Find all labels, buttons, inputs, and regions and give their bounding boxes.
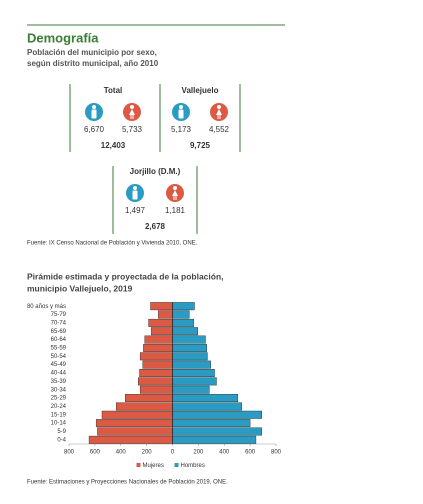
bar bbox=[172, 360, 211, 369]
x-tick-label: 800 bbox=[271, 450, 282, 456]
legend-label: Hombres bbox=[181, 463, 205, 469]
district-name: Vallejuelo bbox=[182, 86, 219, 95]
y-tick-label: 80 años y más bbox=[27, 304, 66, 310]
x-tick-label: 600 bbox=[245, 450, 256, 456]
source: Fuente: IX Censo Nacional de Población y… bbox=[27, 241, 198, 247]
bar bbox=[144, 335, 173, 344]
chart-title: municipio Vallejuelo, 2019 bbox=[27, 283, 133, 293]
x-tick-label: 400 bbox=[116, 450, 127, 456]
hombres-count: 6,670 bbox=[84, 125, 105, 134]
bar bbox=[139, 352, 173, 361]
y-tick-label: 35-39 bbox=[51, 379, 67, 385]
y-tick-label: 70-74 bbox=[51, 320, 67, 326]
y-tick-label: 15-19 bbox=[51, 412, 67, 418]
bar bbox=[158, 310, 173, 319]
y-tick-label: 10-14 bbox=[51, 421, 67, 427]
y-tick-label: 25-29 bbox=[51, 396, 67, 402]
bar bbox=[150, 302, 173, 311]
icon-body bbox=[216, 109, 222, 119]
bar bbox=[172, 394, 239, 403]
y-tick-label: 40-44 bbox=[51, 371, 67, 377]
subtitle: según distrito municipal, año 2010 bbox=[27, 59, 159, 68]
bar bbox=[148, 318, 173, 327]
district-total: 9,725 bbox=[190, 141, 211, 150]
icon-body bbox=[132, 190, 138, 200]
y-tick-label: 55-59 bbox=[51, 346, 67, 352]
icon-head bbox=[217, 105, 221, 109]
bar bbox=[172, 335, 206, 344]
chart-title: Pirámide estimada y proyectada de la pob… bbox=[27, 271, 224, 281]
x-tick-label: 400 bbox=[219, 450, 230, 456]
x-tick-label: 0 bbox=[171, 450, 175, 456]
icon-head bbox=[92, 105, 96, 109]
bar bbox=[172, 327, 198, 336]
legend-label: Mujeres bbox=[143, 463, 164, 469]
district-name: Jorjillo (D.M.) bbox=[130, 167, 181, 176]
bar bbox=[95, 419, 173, 428]
subtitle: Población del municipio por sexo, bbox=[27, 48, 157, 57]
chart: 800 600 400 200 0 200 400 600 800 80 años y más 75… bbox=[27, 302, 282, 469]
icon-head bbox=[130, 105, 134, 109]
bar bbox=[101, 410, 173, 419]
hombres-count: 1,497 bbox=[125, 206, 146, 215]
district-total: 2,678 bbox=[145, 222, 166, 231]
y-tick-label: 45-49 bbox=[51, 362, 67, 368]
bar bbox=[172, 427, 262, 436]
icon-body bbox=[91, 109, 97, 119]
x-tick-label: 600 bbox=[90, 450, 101, 456]
bar bbox=[172, 419, 251, 428]
legend-swatch bbox=[136, 463, 141, 467]
bar bbox=[138, 377, 173, 386]
mujeres-count: 4,552 bbox=[209, 125, 230, 134]
bar bbox=[172, 377, 217, 386]
mujeres-count: 5,733 bbox=[122, 125, 143, 134]
y-tick-label: 75-79 bbox=[51, 312, 67, 318]
x-tick-label: 200 bbox=[193, 450, 204, 456]
bar bbox=[97, 427, 173, 436]
y-tick-label: 50-54 bbox=[51, 354, 67, 360]
icon-body bbox=[129, 109, 135, 119]
bar bbox=[116, 402, 173, 411]
bar bbox=[143, 343, 173, 352]
title: Demografía bbox=[27, 30, 99, 45]
bar bbox=[139, 369, 173, 377]
bar bbox=[172, 318, 195, 327]
legend-swatch bbox=[174, 463, 179, 467]
bar bbox=[150, 327, 173, 336]
bar bbox=[172, 352, 208, 361]
districts: Total 6,670 5,733 12,403 Vallejuelo 5,173 4,55… bbox=[84, 86, 230, 231]
bar bbox=[172, 435, 257, 444]
y-tick-label: 30-34 bbox=[51, 387, 67, 393]
y-tick-label: 20-24 bbox=[51, 404, 67, 410]
bar bbox=[172, 402, 242, 411]
y-tick-label: 0-4 bbox=[57, 437, 66, 443]
bar bbox=[172, 385, 210, 394]
bar bbox=[172, 369, 215, 377]
y-tick-label: 60-64 bbox=[51, 337, 67, 343]
icon-head bbox=[173, 186, 177, 190]
icon-head bbox=[133, 186, 137, 190]
source: Fuente: Estimaciones y Proyecciones Naci… bbox=[27, 480, 228, 486]
bar bbox=[142, 360, 173, 369]
x-tick-label: 800 bbox=[64, 450, 75, 456]
bar bbox=[139, 385, 173, 394]
y-tick-label: 65-69 bbox=[51, 329, 67, 335]
district-name: Total bbox=[104, 86, 123, 95]
bar bbox=[125, 394, 173, 403]
x-tick-label: 200 bbox=[142, 450, 153, 456]
icon-body bbox=[172, 190, 178, 200]
y-tick-label: 5-9 bbox=[57, 429, 66, 435]
icon-head bbox=[179, 105, 183, 109]
bar bbox=[88, 435, 173, 444]
bar bbox=[172, 302, 195, 311]
mujeres-count: 1,181 bbox=[165, 206, 186, 215]
bar bbox=[172, 410, 262, 419]
hombres-count: 5,173 bbox=[171, 125, 192, 134]
bar bbox=[172, 343, 207, 352]
district-total: 12,403 bbox=[101, 141, 126, 150]
bar bbox=[172, 310, 190, 319]
icon-body bbox=[178, 109, 184, 119]
